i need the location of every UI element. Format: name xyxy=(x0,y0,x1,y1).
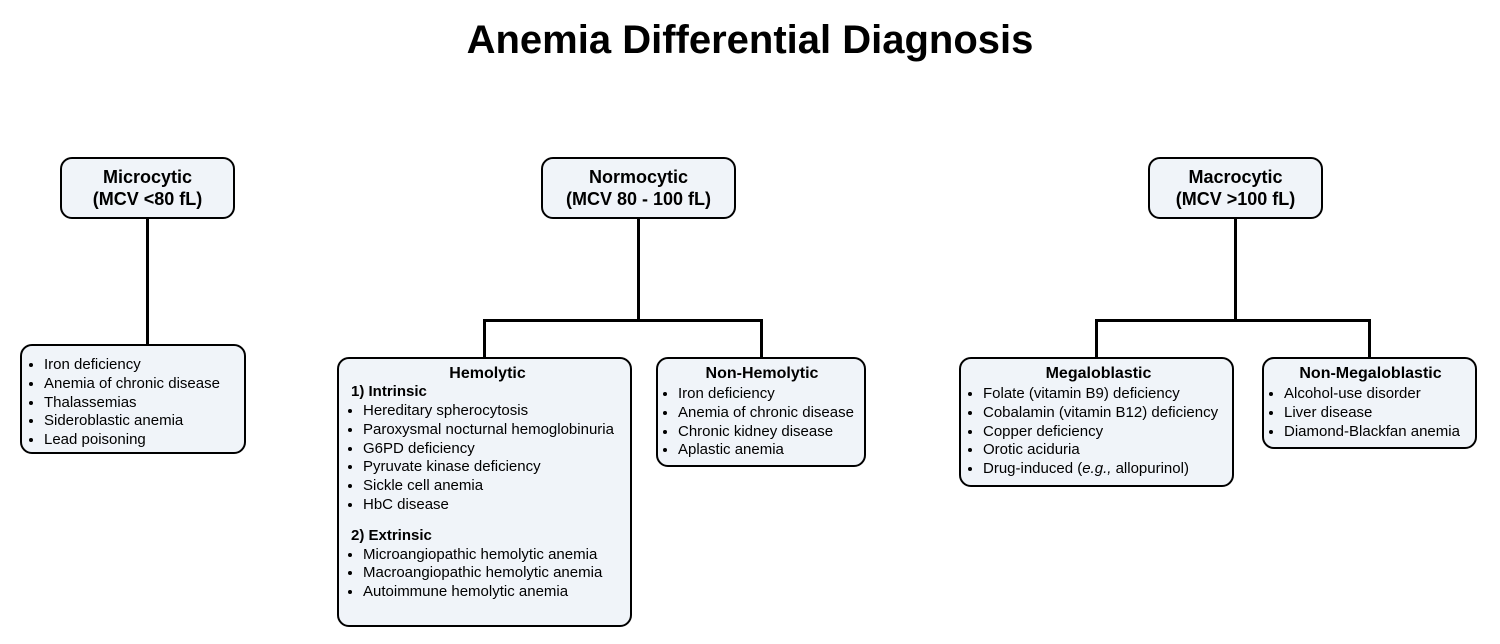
list-item: Sickle cell anemia xyxy=(363,477,630,496)
list-item: Aplastic anemia xyxy=(678,441,864,460)
section-heading: 1) Intrinsic xyxy=(345,383,630,400)
node-microcytic_list: Iron deficiencyAnemia of chronic disease… xyxy=(20,344,246,454)
list-item: Cobalamin (vitamin B12) deficiency xyxy=(983,404,1232,423)
list-item: Liver disease xyxy=(1284,404,1475,423)
connector-line xyxy=(760,319,763,358)
list-item: Anemia of chronic disease xyxy=(44,375,244,394)
bullet-list: Folate (vitamin B9) deficiencyCobalamin … xyxy=(965,385,1232,479)
list-item: Iron deficiency xyxy=(44,356,244,375)
node-subtitle: (MCV 80 - 100 fL) xyxy=(543,188,734,211)
connector-line xyxy=(146,219,149,344)
box-title: Hemolytic xyxy=(345,365,630,383)
bullet-list: Alcohol-use disorderLiver diseaseDiamond… xyxy=(1266,385,1475,441)
connector-line xyxy=(483,319,763,322)
node-megaloblastic: Megaloblastic Folate (vitamin B9) deficie… xyxy=(959,357,1234,487)
bullet-list: Iron deficiencyAnemia of chronic disease… xyxy=(26,356,244,450)
node-macrocytic_header: Macrocytic(MCV >100 fL) xyxy=(1148,157,1323,219)
list-item: Thalassemias xyxy=(44,394,244,413)
bullet-list: Iron deficiencyAnemia of chronic disease… xyxy=(660,385,864,460)
connector-line xyxy=(1234,219,1237,320)
list-item: Hereditary spherocytosis xyxy=(363,402,630,421)
list-item: Sideroblastic anemia xyxy=(44,412,244,431)
list-item: Pyruvate kinase deficiency xyxy=(363,458,630,477)
connector-line xyxy=(1095,319,1098,358)
bullet-list: Hereditary spherocytosisParoxysmal noctu… xyxy=(345,402,630,515)
list-item: Anemia of chronic disease xyxy=(678,404,864,423)
node-subtitle: (MCV <80 fL) xyxy=(62,188,233,211)
node-hemolytic: Hemolytic1) Intrinsic Hereditary spherocy… xyxy=(337,357,632,627)
list-item: Lead poisoning xyxy=(44,431,244,450)
list-item: Copper deficiency xyxy=(983,423,1232,442)
bullet-list: Microangiopathic hemolytic anemiaMacroan… xyxy=(345,546,630,602)
list-item: Microangiopathic hemolytic anemia xyxy=(363,546,630,565)
node-normocytic_header: Normocytic(MCV 80 - 100 fL) xyxy=(541,157,736,219)
node-subtitle: (MCV >100 fL) xyxy=(1150,188,1321,211)
connector-line xyxy=(1095,319,1371,322)
box-title: Megaloblastic xyxy=(965,365,1232,383)
section-heading: 2) Extrinsic xyxy=(345,527,630,544)
list-item: Autoimmune hemolytic anemia xyxy=(363,583,630,602)
list-item: Alcohol-use disorder xyxy=(1284,385,1475,404)
list-item: Iron deficiency xyxy=(678,385,864,404)
box-title: Non-Hemolytic xyxy=(660,365,864,383)
list-item: Folate (vitamin B9) deficiency xyxy=(983,385,1232,404)
connector-line xyxy=(483,319,486,358)
node-non_megaloblastic: Non-Megaloblastic Alcohol-use disorderLiv… xyxy=(1262,357,1477,449)
list-item: G6PD deficiency xyxy=(363,440,630,459)
list-item: Chronic kidney disease xyxy=(678,423,864,442)
list-item: HbC disease xyxy=(363,496,630,515)
list-item: Drug-induced (e.g., allopurinol) xyxy=(983,460,1232,479)
node-title: Microcytic xyxy=(62,166,233,189)
list-item: Diamond-Blackfan anemia xyxy=(1284,423,1475,442)
node-microcytic_header: Microcytic(MCV <80 fL) xyxy=(60,157,235,219)
list-item: Paroxysmal nocturnal hemoglobinuria xyxy=(363,421,630,440)
node-non_hemolytic: Non-Hemolytic Iron deficiencyAnemia of ch… xyxy=(656,357,866,467)
list-item: Orotic aciduria xyxy=(983,441,1232,460)
node-title: Macrocytic xyxy=(1150,166,1321,189)
page-title: Anemia Differential Diagnosis xyxy=(0,18,1500,63)
connector-line xyxy=(637,219,640,320)
node-title: Normocytic xyxy=(543,166,734,189)
diagram-canvas: Anemia Differential Diagnosis Microcytic… xyxy=(0,0,1500,644)
connector-line xyxy=(1368,319,1371,358)
list-item: Macroangiopathic hemolytic anemia xyxy=(363,564,630,583)
box-title: Non-Megaloblastic xyxy=(1266,365,1475,383)
